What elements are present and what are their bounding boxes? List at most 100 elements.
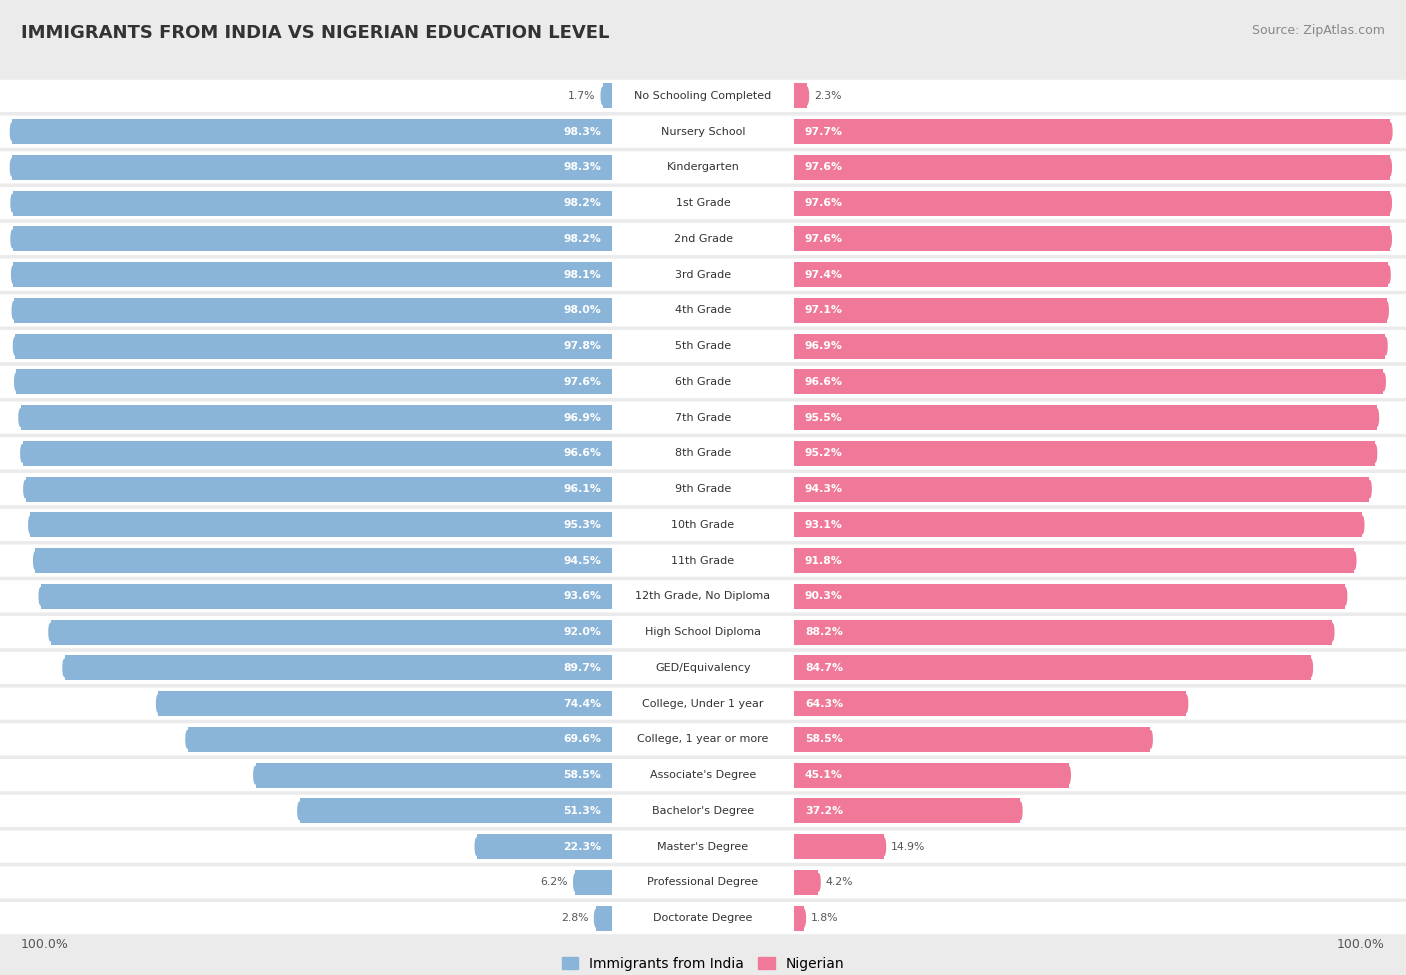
- FancyBboxPatch shape: [0, 616, 1406, 648]
- Circle shape: [1388, 194, 1392, 212]
- FancyBboxPatch shape: [0, 759, 1406, 792]
- FancyBboxPatch shape: [0, 580, 1406, 612]
- Text: 11th Grade: 11th Grade: [672, 556, 734, 566]
- FancyBboxPatch shape: [0, 831, 1406, 863]
- Circle shape: [1309, 659, 1312, 677]
- Text: 7th Grade: 7th Grade: [675, 412, 731, 422]
- Text: 98.3%: 98.3%: [564, 127, 602, 136]
- Circle shape: [49, 623, 52, 641]
- Text: 2.8%: 2.8%: [561, 914, 589, 923]
- Circle shape: [602, 87, 605, 104]
- Bar: [794, 727, 1150, 752]
- Circle shape: [801, 910, 806, 927]
- Circle shape: [298, 802, 301, 820]
- Bar: [31, 513, 612, 537]
- Text: 97.6%: 97.6%: [562, 377, 602, 387]
- Text: 98.1%: 98.1%: [564, 270, 602, 280]
- Bar: [794, 155, 1389, 179]
- Bar: [794, 906, 804, 930]
- Text: 98.2%: 98.2%: [564, 234, 602, 244]
- FancyBboxPatch shape: [0, 866, 1406, 899]
- Circle shape: [806, 87, 808, 104]
- Text: 90.3%: 90.3%: [804, 592, 842, 602]
- Bar: [13, 119, 612, 144]
- FancyBboxPatch shape: [0, 473, 1406, 505]
- Text: College, 1 year or more: College, 1 year or more: [637, 734, 769, 744]
- Circle shape: [14, 373, 18, 391]
- Text: 97.4%: 97.4%: [804, 270, 844, 280]
- Bar: [159, 691, 612, 716]
- Bar: [13, 155, 612, 179]
- Circle shape: [13, 301, 15, 319]
- Circle shape: [882, 838, 886, 855]
- Bar: [794, 406, 1376, 430]
- Bar: [13, 226, 612, 252]
- Circle shape: [1067, 766, 1070, 784]
- FancyBboxPatch shape: [0, 294, 1406, 327]
- FancyBboxPatch shape: [0, 509, 1406, 541]
- Text: 1st Grade: 1st Grade: [676, 198, 730, 208]
- Bar: [794, 762, 1069, 788]
- Text: Professional Degree: Professional Degree: [647, 878, 759, 887]
- Text: 95.2%: 95.2%: [804, 448, 842, 458]
- Circle shape: [34, 552, 37, 569]
- Bar: [596, 906, 612, 930]
- Text: Kindergarten: Kindergarten: [666, 163, 740, 173]
- Circle shape: [1382, 373, 1385, 391]
- Text: 97.1%: 97.1%: [804, 305, 842, 315]
- Text: 94.3%: 94.3%: [804, 485, 844, 494]
- Text: 93.1%: 93.1%: [804, 520, 842, 529]
- Bar: [794, 691, 1185, 716]
- Text: 100.0%: 100.0%: [1337, 938, 1385, 951]
- Text: 37.2%: 37.2%: [804, 806, 844, 816]
- Text: 51.3%: 51.3%: [564, 806, 602, 816]
- FancyBboxPatch shape: [0, 652, 1406, 684]
- Bar: [794, 84, 807, 108]
- Text: 100.0%: 100.0%: [21, 938, 69, 951]
- Bar: [256, 762, 612, 788]
- Circle shape: [475, 838, 478, 855]
- Circle shape: [1374, 445, 1376, 462]
- Circle shape: [28, 516, 32, 533]
- Text: 97.7%: 97.7%: [804, 127, 844, 136]
- Text: 4.2%: 4.2%: [825, 878, 853, 887]
- Bar: [51, 620, 612, 644]
- Circle shape: [1184, 695, 1188, 713]
- FancyBboxPatch shape: [0, 402, 1406, 434]
- FancyBboxPatch shape: [0, 437, 1406, 469]
- Text: GED/Equivalency: GED/Equivalency: [655, 663, 751, 673]
- Circle shape: [1375, 409, 1378, 426]
- FancyBboxPatch shape: [0, 902, 1406, 934]
- Text: 91.8%: 91.8%: [804, 556, 842, 566]
- Bar: [13, 191, 612, 215]
- Text: 4th Grade: 4th Grade: [675, 305, 731, 315]
- Text: 96.6%: 96.6%: [562, 448, 602, 458]
- Bar: [41, 584, 612, 608]
- Text: 98.3%: 98.3%: [564, 163, 602, 173]
- Circle shape: [1388, 159, 1392, 176]
- Circle shape: [1343, 588, 1347, 605]
- Text: 96.6%: 96.6%: [804, 377, 844, 387]
- Circle shape: [817, 874, 820, 891]
- Text: 2nd Grade: 2nd Grade: [673, 234, 733, 244]
- Text: 1.7%: 1.7%: [568, 91, 596, 100]
- Circle shape: [1384, 337, 1388, 355]
- Text: 74.4%: 74.4%: [562, 699, 602, 709]
- Text: 69.6%: 69.6%: [562, 734, 602, 744]
- Text: Bachelor's Degree: Bachelor's Degree: [652, 806, 754, 816]
- Circle shape: [1149, 730, 1152, 748]
- Circle shape: [10, 123, 14, 140]
- Bar: [35, 548, 612, 573]
- Circle shape: [1385, 301, 1388, 319]
- Circle shape: [595, 910, 598, 927]
- Text: 97.6%: 97.6%: [804, 198, 844, 208]
- Circle shape: [574, 874, 576, 891]
- Circle shape: [1018, 802, 1022, 820]
- Text: No Schooling Completed: No Schooling Completed: [634, 91, 772, 100]
- FancyBboxPatch shape: [0, 187, 1406, 219]
- Text: 22.3%: 22.3%: [562, 841, 602, 851]
- Text: 93.6%: 93.6%: [562, 592, 602, 602]
- Text: 1.8%: 1.8%: [811, 914, 838, 923]
- Bar: [15, 333, 612, 359]
- FancyBboxPatch shape: [0, 223, 1406, 254]
